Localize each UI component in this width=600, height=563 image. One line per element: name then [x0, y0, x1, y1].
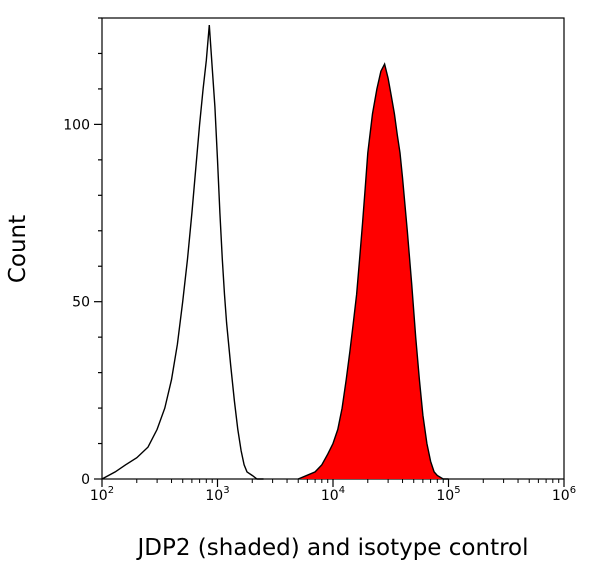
isotype-control-line	[101, 25, 264, 480]
x-tick-base: 10	[436, 488, 454, 504]
x-tick-label: 105	[436, 485, 460, 504]
y-axis-label: Count	[5, 215, 31, 283]
plot-area-frame	[101, 17, 565, 480]
x-tick-exponent: 6	[570, 485, 576, 496]
x-tick-exponent: 4	[339, 485, 345, 496]
x-tick-label: 102	[90, 485, 114, 504]
x-tick-label: 104	[321, 485, 345, 504]
jdp2-fill	[298, 64, 449, 479]
x-tick-base: 10	[552, 488, 570, 504]
histogram-layer	[101, 25, 449, 480]
y-axis-ticks: 0 50 100	[63, 17, 102, 488]
x-axis-ticks: 102 103 104 105 106	[90, 479, 576, 504]
x-axis-label: JDP2 (shaded) and isotype control	[135, 535, 528, 561]
x-tick-label: 106	[552, 485, 576, 504]
x-tick-exponent: 5	[454, 485, 460, 496]
x-tick-base: 10	[321, 488, 339, 504]
y-tick-label: 0	[81, 472, 90, 488]
x-minor-ticks	[136, 479, 560, 483]
x-tick-base: 10	[90, 488, 108, 504]
x-tick-exponent: 3	[223, 485, 229, 496]
x-tick-base: 10	[205, 488, 223, 504]
jdp2-outline	[297, 62, 449, 480]
y-tick-label: 100	[63, 117, 90, 133]
y-tick-label: 50	[72, 295, 90, 311]
x-tick-label: 103	[205, 485, 229, 504]
x-tick-exponent: 2	[108, 485, 114, 496]
